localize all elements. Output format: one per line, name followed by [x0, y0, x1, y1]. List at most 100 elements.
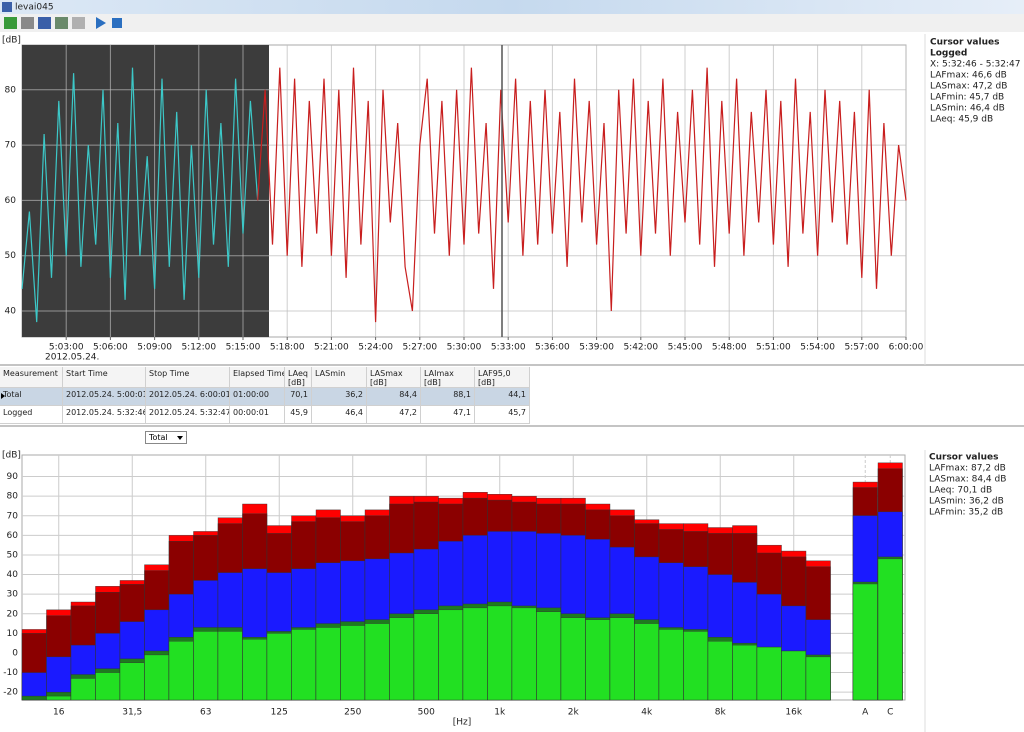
y-tick-label: 0 [12, 648, 18, 658]
cell-text: 2012.05.24. 5:32:47 [149, 408, 230, 417]
x-tick-label: 2k [568, 708, 580, 718]
table-cell: 70,1 [285, 388, 312, 406]
table-cell: Start Time [63, 367, 146, 388]
x-tick-label: 5:57:00 [844, 343, 879, 353]
toolbar [0, 14, 1024, 32]
bar [95, 672, 121, 701]
x-tick-label: 1k [494, 708, 506, 718]
x-tick-label: 500 [418, 708, 435, 718]
bar [242, 639, 268, 701]
x-tick-label: 5:27:00 [402, 343, 437, 353]
bar [609, 617, 635, 701]
y-tick-label: 80 [5, 85, 17, 95]
bar [364, 623, 390, 701]
tool-button[interactable] [55, 17, 68, 29]
cell-text: 44,1 [508, 390, 526, 399]
y-tick-label: 50 [5, 251, 17, 261]
y-tick-label: 60 [5, 196, 17, 206]
tool-button[interactable] [38, 17, 51, 29]
bar [781, 650, 807, 701]
x-tick-label: 5:48:00 [712, 343, 747, 353]
x-tick-label: C [887, 708, 893, 718]
y-tick-label: 40 [7, 570, 19, 580]
tool-button[interactable] [4, 17, 17, 29]
cell-text: Total [3, 390, 22, 399]
bar [144, 654, 170, 701]
table-cell: LAImax [dB] [421, 367, 475, 388]
table-cell: LASmin [312, 367, 367, 388]
x-tick-label: 5:36:00 [535, 343, 570, 353]
title-bar [0, 0, 1024, 14]
x-tick-label: 5:18:00 [270, 343, 305, 353]
table-cell: 2012.05.24. 5:32:46 [63, 406, 146, 424]
cell-text: 2012.05.24. 5:32:46 [66, 408, 146, 417]
cursor-value: LAFmin: 45,7 dB [930, 93, 1004, 103]
bar [438, 609, 464, 701]
table-cell: 36,2 [312, 388, 367, 406]
table-cell: Stop Time [146, 367, 230, 388]
table-cell: 44,1 [475, 388, 530, 406]
cell-text: LAImax [dB] [424, 369, 454, 387]
bar [193, 631, 219, 701]
bar [536, 611, 562, 701]
tool-button[interactable] [21, 17, 34, 29]
y-tick-label: 90 [7, 472, 19, 482]
y-axis-label: [dB] [2, 36, 21, 46]
bar [315, 627, 341, 701]
stop-button[interactable] [112, 18, 122, 28]
table-cell: Elapsed Time [230, 367, 285, 388]
x-tick-label: 5:42:00 [623, 343, 658, 353]
bar [805, 656, 831, 701]
toolbar-buttons[interactable] [4, 17, 122, 29]
x-tick-label: 5:06:00 [93, 343, 128, 353]
x-tick-label: 16k [785, 708, 802, 718]
cell-text: 70,1 [290, 390, 308, 399]
x-tick-label: 5:45:00 [668, 343, 703, 353]
y-tick-label: 70 [7, 511, 19, 521]
x-tick-label: A [862, 708, 869, 718]
cell-text: 45,7 [508, 408, 526, 417]
y-tick-label: 50 [7, 550, 19, 560]
bar [707, 641, 733, 701]
table-cell: 84,4 [367, 388, 421, 406]
bar [21, 695, 47, 701]
bar [732, 644, 758, 701]
series-selector[interactable]: Total [145, 431, 187, 444]
cell-text: LASmin [315, 369, 346, 378]
cell-text: 45,9 [290, 408, 308, 417]
date-label: 2012.05.24. [45, 353, 99, 363]
cursor-subtitle: Logged [930, 49, 967, 59]
selection-region [22, 45, 269, 337]
x-tick-label: 5:30:00 [447, 343, 482, 353]
bar [168, 641, 194, 701]
bar [46, 695, 72, 701]
cursor-value: LAFmax: 46,6 dB [930, 71, 1007, 81]
cell-text: 01:00:00 [233, 390, 269, 399]
cursor-value: X: 5:32:46 - 5:32:47 [930, 60, 1020, 70]
x-tick-label: 16 [53, 708, 65, 718]
x-tick-label: 5:54:00 [800, 343, 835, 353]
bar [585, 619, 611, 701]
bar [413, 613, 439, 701]
table-cell: 00:00:01 [230, 406, 285, 424]
tool-button[interactable] [72, 17, 85, 29]
cell-text: Stop Time [149, 369, 190, 378]
cell-text: 2012.05.24. 6:00:01 [149, 390, 230, 399]
table-cell: 2012.05.24. 5:00:01 [63, 388, 146, 406]
cell-text: LASmax [dB] [370, 369, 403, 387]
table-cell: 46,4 [312, 406, 367, 424]
cursor-value: LAeq: 45,9 dB [930, 115, 993, 125]
x-tick-label: 5:33:00 [491, 343, 526, 353]
x-tick-label: 5:21:00 [314, 343, 349, 353]
cursor-value: LAFmin: 35,2 dB [929, 508, 1003, 518]
bar [119, 662, 145, 701]
bar [70, 678, 96, 701]
table-cell: Measurement [0, 367, 63, 388]
x-tick-label: 5:51:00 [756, 343, 791, 353]
cursor-value: LAFmax: 87,2 dB [929, 464, 1006, 474]
cursor-value: LASmax: 47,2 dB [930, 82, 1007, 92]
play-button[interactable] [96, 17, 106, 29]
bar [266, 633, 292, 701]
x-tick-label: 4k [641, 708, 653, 718]
